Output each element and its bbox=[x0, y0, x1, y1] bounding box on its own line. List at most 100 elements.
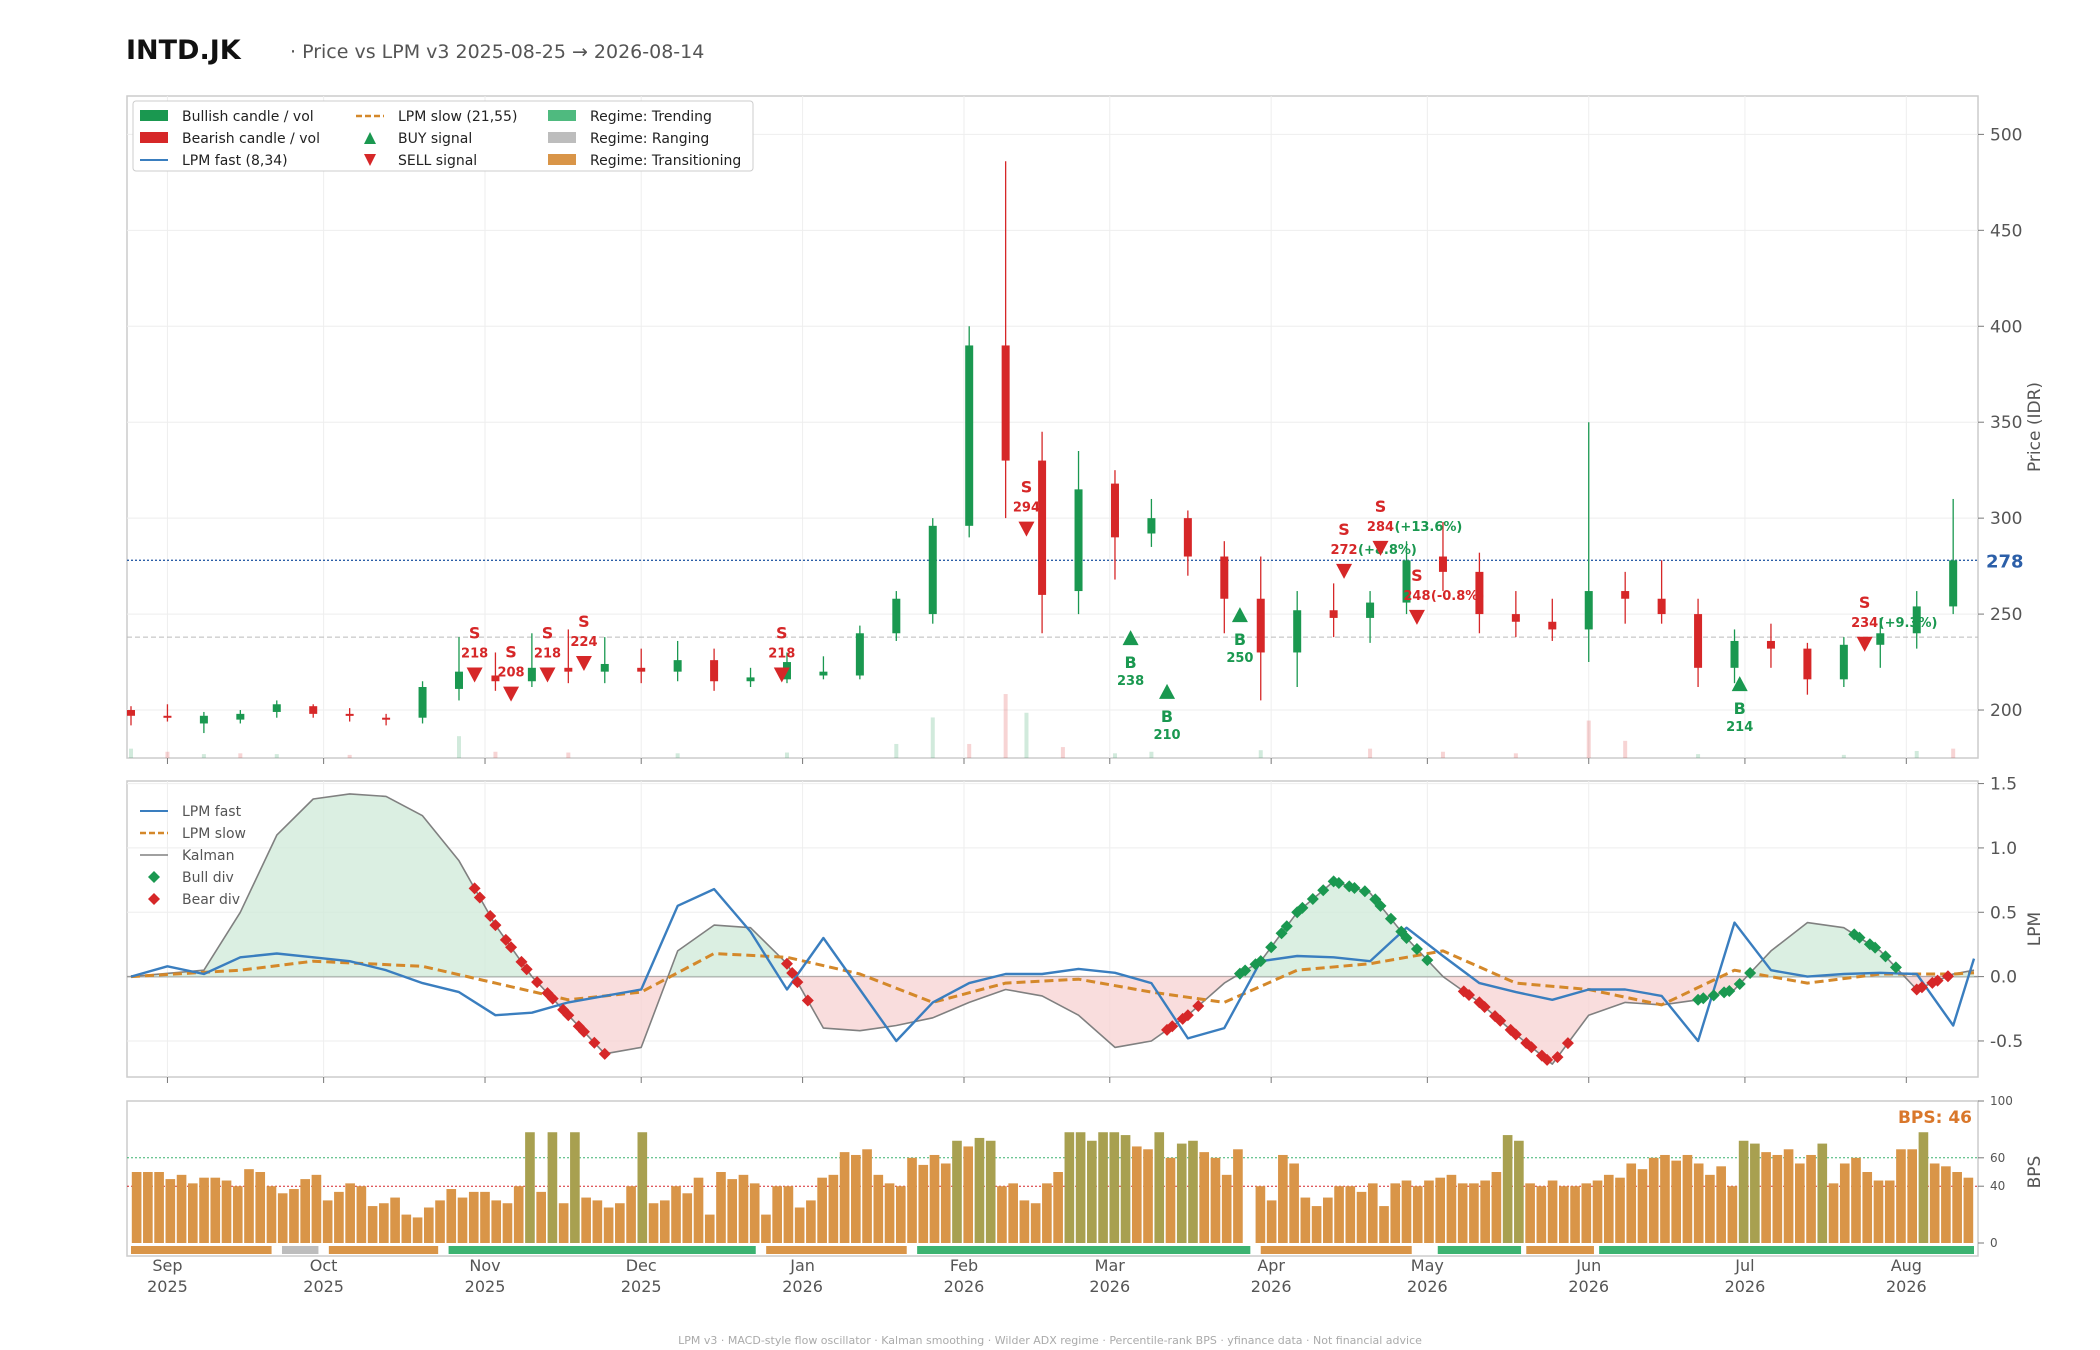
volume-bar bbox=[967, 743, 972, 758]
bps-bar bbox=[1851, 1157, 1861, 1243]
candle-body bbox=[1256, 598, 1265, 653]
bps-bar bbox=[176, 1174, 187, 1243]
legend-label: Bearish candle / vol bbox=[182, 131, 320, 147]
bear-div-marker bbox=[1166, 1020, 1179, 1033]
bps-bar bbox=[1682, 1154, 1693, 1243]
candle-body bbox=[199, 715, 208, 724]
volume-bar bbox=[1368, 748, 1373, 758]
bps-bar bbox=[1131, 1146, 1142, 1243]
legend-swatch-bear bbox=[140, 132, 168, 143]
bps-bar bbox=[929, 1154, 940, 1243]
bear-div-marker bbox=[791, 976, 804, 989]
candle-body bbox=[819, 671, 828, 676]
sell-price-label: 234 bbox=[1851, 616, 1878, 631]
regime-segment-trending bbox=[1599, 1246, 1974, 1254]
bps-bar bbox=[480, 1191, 490, 1243]
legend-swatch-trending bbox=[548, 110, 576, 121]
volume-bar bbox=[129, 748, 133, 758]
volume-bar bbox=[493, 751, 498, 758]
bps-bar bbox=[1547, 1180, 1558, 1243]
sell-letter: S bbox=[1021, 478, 1033, 497]
legend-label: LPM fast bbox=[182, 804, 242, 820]
bps-bar bbox=[255, 1172, 266, 1243]
volume-bar bbox=[1003, 694, 1008, 758]
bps-bar bbox=[131, 1172, 142, 1243]
bps-bar bbox=[761, 1214, 771, 1243]
bps-bar bbox=[468, 1191, 479, 1243]
candle-body bbox=[600, 663, 609, 672]
sell-price-label: 248 bbox=[1403, 589, 1430, 604]
bps-bar bbox=[828, 1174, 839, 1243]
legend-label: LPM slow bbox=[182, 826, 246, 842]
buy-marker bbox=[1731, 676, 1748, 692]
bull-div-marker bbox=[1265, 941, 1278, 954]
bull-div-marker bbox=[1879, 950, 1892, 963]
bps-bar bbox=[1592, 1180, 1603, 1243]
volume-bar bbox=[1586, 720, 1591, 758]
bps-bar bbox=[884, 1183, 895, 1243]
bps-bar bbox=[435, 1200, 445, 1243]
bear-div-marker bbox=[1509, 1028, 1522, 1041]
bear-div-marker bbox=[505, 941, 518, 954]
bps-bar bbox=[401, 1214, 412, 1243]
sell-marker bbox=[773, 667, 790, 683]
bull-div-marker bbox=[1254, 955, 1267, 968]
sell-price-label: 272 bbox=[1330, 543, 1357, 558]
price-ytick-label: 300 bbox=[1990, 509, 2022, 529]
candle-body bbox=[1803, 648, 1812, 680]
bps-bar bbox=[558, 1203, 569, 1243]
candle-body bbox=[1511, 614, 1520, 622]
bps-bar bbox=[1502, 1135, 1513, 1243]
bps-bar bbox=[1064, 1132, 1075, 1243]
buy-marker bbox=[1231, 607, 1248, 623]
legend-label: BUY signal bbox=[398, 131, 472, 147]
volume-bar bbox=[1623, 740, 1628, 758]
bps-bar bbox=[1469, 1183, 1479, 1243]
volume-bar bbox=[1696, 754, 1701, 758]
bear-div-marker bbox=[1915, 981, 1928, 994]
bps-bar bbox=[322, 1200, 333, 1243]
x-tick-year: 2026 bbox=[1089, 1277, 1130, 1296]
bps-bar bbox=[1480, 1180, 1490, 1243]
bps-bar bbox=[772, 1186, 782, 1243]
x-tick-year: 2025 bbox=[465, 1277, 506, 1296]
bps-bar bbox=[536, 1191, 546, 1243]
sell-marker bbox=[1336, 563, 1353, 579]
lpm-slow-line bbox=[130, 949, 1975, 1007]
bear-div-marker bbox=[801, 994, 814, 1007]
bps-bar bbox=[1929, 1163, 1940, 1243]
volume-bar bbox=[930, 717, 935, 758]
candle-body bbox=[382, 717, 391, 720]
bps-y-axis: 0 40 60 100 bbox=[1978, 1094, 2013, 1250]
bull-div-marker bbox=[1280, 920, 1293, 933]
x-tick-year: 2026 bbox=[1886, 1277, 1927, 1296]
price-ylabel: Price (IDR) bbox=[2025, 382, 2045, 472]
bps-bar bbox=[1896, 1149, 1906, 1243]
bps-bar bbox=[1716, 1166, 1726, 1243]
kalman-line bbox=[130, 793, 1975, 1065]
candle-body bbox=[418, 687, 427, 718]
lpm-ytick-label: 1.0 bbox=[1990, 839, 2017, 859]
sell-letter: S bbox=[776, 623, 788, 642]
bps-ytick-label: 0 bbox=[1990, 1236, 1998, 1250]
volume-bar bbox=[1513, 753, 1518, 758]
x-tick-month: Jun bbox=[1575, 1256, 1601, 1275]
bps-bar bbox=[1941, 1166, 1951, 1243]
candle-body bbox=[309, 706, 318, 714]
bps-bar bbox=[1615, 1177, 1625, 1243]
bps-bar bbox=[952, 1140, 962, 1243]
bear-div-marker bbox=[484, 909, 497, 922]
x-axis: Sep 2025 Oct 2025 Nov 2025 Dec 2025 Jan 2026 Feb 20… bbox=[147, 1256, 1927, 1296]
legend-label: Bull div bbox=[182, 870, 234, 886]
bps-bar bbox=[379, 1203, 389, 1243]
bear-div-marker bbox=[531, 976, 544, 989]
candle-body bbox=[1621, 591, 1630, 599]
regime-segment-trending bbox=[917, 1246, 1251, 1254]
bps-bar bbox=[727, 1179, 738, 1243]
candle-body bbox=[236, 713, 245, 720]
bps-bar bbox=[592, 1200, 603, 1243]
kalman-fill-positive bbox=[667, 925, 795, 977]
legend-label: Kalman bbox=[182, 848, 235, 864]
bps-bar bbox=[1412, 1186, 1423, 1243]
bps-bar bbox=[1019, 1200, 1030, 1243]
